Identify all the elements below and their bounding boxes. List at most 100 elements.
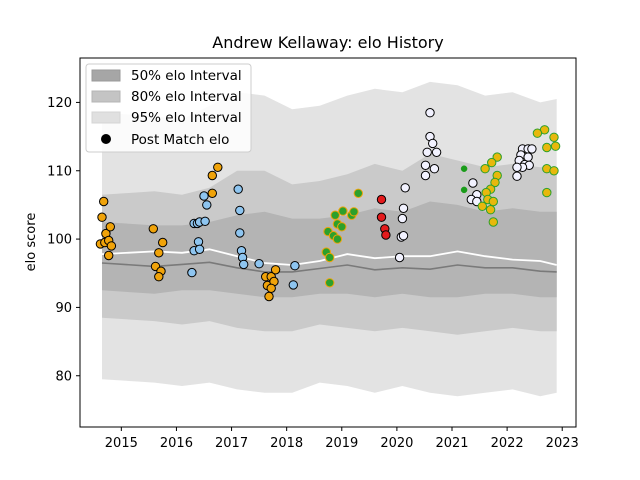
elo-point-s2-5 — [330, 210, 340, 220]
elo-point-s4-14 — [468, 178, 478, 188]
y-axis: 80 90 100 110 120 — [47, 96, 80, 384]
y-tick-label-120: 120 — [47, 96, 72, 111]
elo-point-s0-9 — [148, 224, 159, 234]
elo-point-s4-2 — [428, 138, 438, 149]
elo-point-s0-11 — [154, 248, 164, 258]
elo-point-s5-0 — [460, 165, 468, 172]
elo-point-s0-14 — [154, 272, 164, 282]
elo-point-s2-8 — [337, 222, 347, 232]
elo-point-s4-20 — [527, 144, 537, 154]
elo-point-s6-8 — [488, 196, 498, 207]
elo-point-s0-15 — [207, 170, 218, 181]
legend-label-50: 50% elo Interval — [131, 68, 242, 84]
legend-label-80: 80% elo Interval — [131, 89, 242, 105]
elo-point-s0-8 — [104, 250, 114, 261]
elo-point-s6-14 — [549, 132, 559, 143]
elo-point-s6-10 — [485, 205, 496, 215]
elo-point-s0-1 — [97, 212, 107, 222]
elo-point-s6-15 — [550, 141, 561, 151]
x-tick-label-2017: 2017 — [215, 436, 248, 451]
x-tick-label-2019: 2019 — [325, 436, 358, 451]
elo-point-s0-7 — [106, 241, 117, 251]
elo-point-s0-17 — [207, 188, 218, 199]
elo-point-s2-11 — [353, 188, 363, 199]
median-elo-line — [101, 261, 557, 273]
post-match-points — [95, 108, 561, 302]
elo-point-s4-5 — [420, 160, 431, 171]
elo-point-s4-13 — [394, 252, 405, 263]
elo-point-s2-12 — [325, 278, 335, 288]
x-tick-label-2022: 2022 — [491, 436, 524, 451]
elo-point-s4-7 — [420, 170, 431, 181]
elo-point-s4-8 — [400, 183, 410, 193]
elo-point-s2-4 — [332, 234, 343, 244]
elo-point-s0-0 — [99, 196, 109, 207]
elo-point-s6-1 — [487, 157, 497, 168]
elo-point-s6-2 — [480, 164, 490, 174]
legend-label-95: 95% elo Interval — [131, 110, 242, 126]
legend-swatch-80 — [91, 90, 121, 103]
elo-point-s4-28 — [512, 171, 522, 181]
x-tick-label-2023: 2023 — [546, 436, 579, 451]
elo-point-s4-9 — [398, 203, 409, 214]
legend-box — [85, 63, 252, 153]
elo-point-s1-5 — [202, 200, 212, 210]
elo-point-s6-4 — [490, 177, 500, 188]
elo-point-s6-19 — [542, 187, 552, 198]
legend: 50% elo Interval 80% elo Interval 95% el… — [85, 63, 252, 153]
elo-point-s4-27 — [512, 162, 522, 173]
x-tick-label-2015: 2015 — [105, 436, 138, 451]
elo-point-s0-16 — [213, 162, 223, 173]
y-tick-label-80: 80 — [55, 369, 72, 384]
elo-point-s2-7 — [338, 206, 348, 216]
elo-point-s1-9 — [187, 267, 197, 278]
elo-point-s3-1 — [376, 212, 387, 222]
elo-point-s1-4 — [199, 191, 209, 201]
legend-swatch-95 — [91, 111, 121, 124]
elo-point-s6-13 — [532, 128, 543, 138]
elo-point-s0-23 — [266, 283, 276, 293]
elo-point-s4-10 — [397, 213, 408, 224]
legend-swatch-50 — [91, 69, 121, 82]
elo-point-s0-3 — [105, 222, 116, 232]
elo-point-s6-11 — [488, 217, 498, 227]
elo-point-s1-8 — [194, 244, 205, 255]
elo-point-s6-16 — [542, 142, 552, 153]
elo-point-s1-3 — [200, 216, 210, 227]
elo-point-s6-18 — [549, 166, 559, 176]
elo-point-s3-3 — [381, 230, 391, 240]
x-tick-label-2020: 2020 — [380, 436, 413, 451]
legend-label-post-match: Post Match elo — [131, 132, 229, 148]
elo-point-s4-0 — [425, 108, 435, 118]
y-tick-label-110: 110 — [47, 164, 72, 179]
elo-point-s2-1 — [325, 252, 335, 263]
y-axis-label: elo score — [24, 213, 39, 272]
elo-point-s6-0 — [492, 152, 502, 162]
legend-marker-post-match — [101, 134, 111, 144]
elo-point-s4-12 — [398, 231, 409, 241]
elo-point-s4-6 — [429, 164, 440, 174]
axes-frame — [79, 57, 577, 428]
elo-point-s1-17 — [290, 261, 300, 271]
elo-point-s5-1 — [460, 186, 468, 194]
elo-point-s1-11 — [235, 205, 245, 216]
elo-point-s0-20 — [270, 265, 281, 275]
elo-point-s1-16 — [254, 259, 264, 269]
elo-point-s0-10 — [158, 237, 168, 248]
elo-point-s1-10 — [233, 184, 243, 194]
elo-point-s1-12 — [235, 228, 245, 238]
elo-point-s1-18 — [288, 280, 298, 290]
elo-point-s2-10 — [349, 207, 359, 217]
elo-point-s3-0 — [376, 194, 387, 205]
y-tick-label-90: 90 — [55, 301, 72, 316]
elo-point-s4-4 — [431, 147, 442, 158]
plot-area — [95, 81, 561, 397]
elo-point-s4-3 — [422, 147, 432, 158]
elo-point-s1-15 — [239, 259, 249, 270]
x-tick-label-2016: 2016 — [160, 436, 193, 451]
x-tick-label-2018: 2018 — [270, 436, 303, 451]
x-axis: 2015 2016 2017 2018 2019 2020 2021 2022 2023 — [105, 427, 579, 451]
chart-title: Andrew Kellaway: elo History — [212, 33, 443, 52]
y-tick-label-100: 100 — [47, 233, 72, 248]
